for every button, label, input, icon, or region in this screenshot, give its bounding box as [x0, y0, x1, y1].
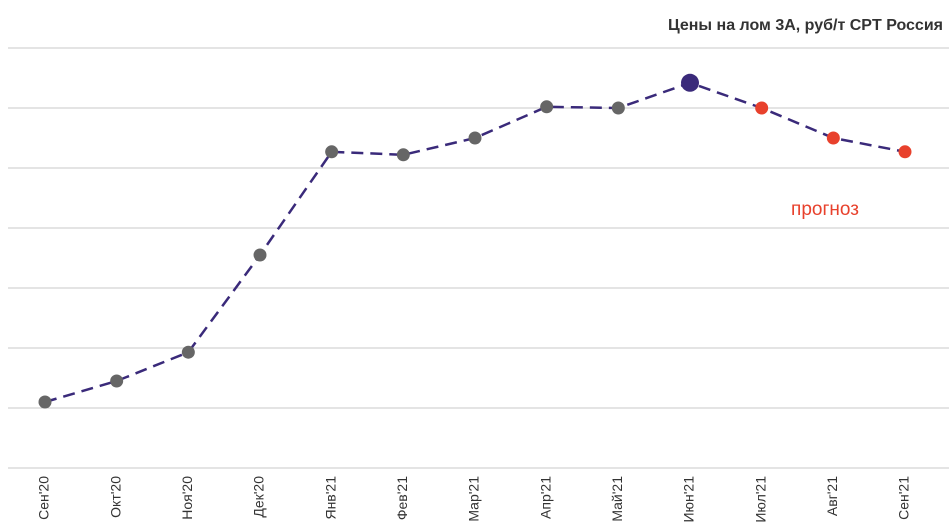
marker	[540, 100, 554, 114]
x-tick-label: Дек'20	[251, 476, 267, 518]
annotation: прогноз	[791, 199, 859, 220]
chart-title: Цены на лом 3А, руб/т CPT Россия	[668, 17, 943, 34]
marker	[110, 374, 124, 388]
marker	[611, 101, 625, 115]
x-tick-label: Окт'20	[107, 476, 123, 518]
x-tick-label: Май'21	[609, 476, 625, 522]
marker	[826, 131, 840, 145]
x-tick-label: Мар'21	[466, 476, 482, 522]
marker	[181, 345, 195, 359]
x-tick-label: Апр'21	[537, 476, 553, 519]
x-tick-label: Сен'21	[896, 476, 912, 520]
x-tick-label: Сен'20	[36, 476, 52, 520]
x-tick-label: Июл'21	[752, 476, 768, 523]
x-tick-label: Июн'21	[681, 476, 697, 523]
marker	[681, 73, 699, 92]
marker	[253, 248, 267, 262]
marker	[468, 131, 482, 145]
marker	[38, 395, 52, 409]
x-tick-label: Фев'21	[394, 476, 410, 520]
x-tick-label: Янв'21	[322, 476, 338, 520]
line	[44, 81, 906, 404]
marker	[755, 101, 769, 115]
x-tick-label: Ноя'20	[179, 476, 195, 520]
marker	[396, 148, 410, 162]
marker	[898, 145, 912, 159]
x-tick-label: Авг'21	[824, 476, 840, 516]
marker	[325, 145, 339, 159]
